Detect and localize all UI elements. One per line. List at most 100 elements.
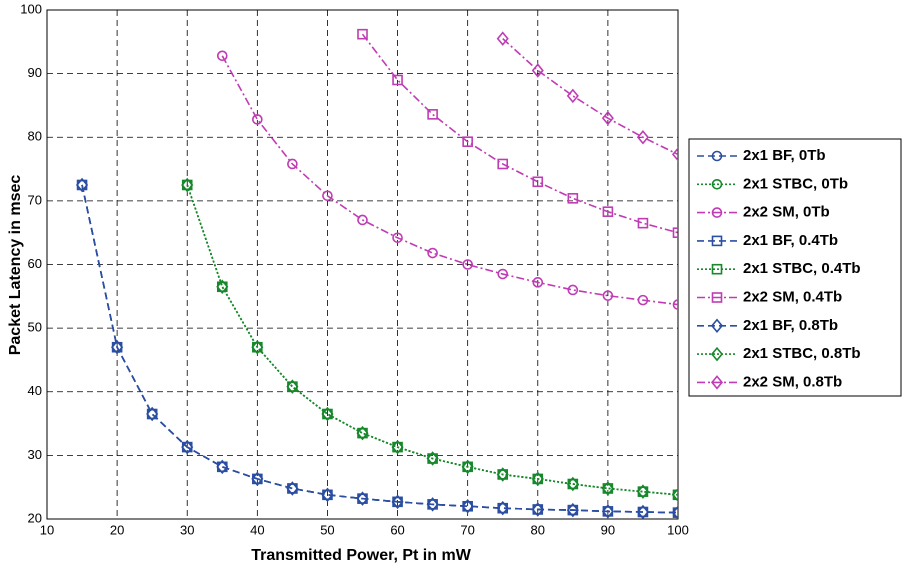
- legend-label: 2x1 BF, 0.8Tb: [743, 317, 838, 334]
- marker: [286, 379, 299, 394]
- series-line: [186, 184, 678, 496]
- marker: [532, 277, 544, 288]
- marker: [392, 74, 403, 86]
- marker: [672, 227, 678, 238]
- x-tick-label: 20: [110, 522, 124, 537]
- marker: [252, 114, 263, 125]
- marker: [391, 494, 404, 510]
- y-tick-label: 40: [28, 383, 42, 398]
- x-tick-label: 50: [320, 522, 334, 537]
- marker: [497, 268, 509, 280]
- marker: [671, 487, 678, 503]
- plot-series: [76, 28, 678, 519]
- legend-label: 2x2 SM, 0Tb: [743, 204, 830, 221]
- legend-label: 2x1 STBC, 0.4Tb: [743, 260, 861, 277]
- marker: [321, 406, 334, 422]
- marker: [601, 481, 614, 496]
- marker: [496, 467, 509, 482]
- marker: [710, 318, 724, 334]
- marker: [566, 476, 579, 492]
- marker: [287, 158, 298, 170]
- marker: [711, 263, 723, 275]
- legend-box: [688, 138, 902, 397]
- legend-label: 2x1 BF, 0.4Tb: [743, 232, 838, 249]
- marker: [601, 110, 614, 126]
- marker: [531, 502, 544, 517]
- marker: [531, 63, 544, 78]
- marker: [711, 179, 723, 190]
- marker: [391, 439, 404, 455]
- marker: [566, 88, 579, 104]
- legend-label: 2x1 STBC, 0Tb: [743, 175, 848, 192]
- marker: [497, 158, 509, 170]
- marker: [216, 279, 229, 295]
- x-tick-label: 90: [601, 522, 615, 537]
- marker: [426, 497, 439, 512]
- series-line: [81, 184, 678, 514]
- marker: [566, 502, 579, 518]
- x-tick-label: 30: [180, 522, 194, 537]
- marker: [322, 190, 333, 202]
- y-tick-label: 70: [28, 192, 42, 207]
- y-tick-label: 90: [28, 65, 42, 80]
- marker: [111, 339, 124, 355]
- marker: [181, 177, 194, 193]
- marker: [461, 499, 474, 514]
- marker: [426, 451, 439, 466]
- marker: [356, 491, 369, 506]
- marker: [461, 459, 474, 475]
- marker: [710, 375, 724, 390]
- marker: [601, 504, 614, 519]
- marker: [356, 425, 369, 441]
- marker: [251, 339, 264, 355]
- marker: [286, 481, 299, 496]
- series-line: [361, 33, 678, 234]
- marker: [636, 504, 649, 519]
- x-axis-label: Transmitted Power, Pt in mW: [251, 547, 471, 564]
- marker: [216, 50, 228, 62]
- marker: [602, 206, 614, 217]
- marker: [496, 500, 509, 516]
- x-tick-label: 40: [250, 522, 264, 537]
- marker: [146, 406, 159, 422]
- marker: [637, 294, 649, 306]
- legend-label: 2x2 SM, 0.4Tb: [743, 288, 842, 305]
- y-tick-label: 60: [28, 256, 42, 271]
- legend-label: 2x1 STBC, 0.8Tb: [743, 345, 861, 362]
- series-line: [186, 184, 678, 496]
- y-tick-label: 100: [20, 1, 42, 16]
- y-tick-label: 50: [28, 320, 42, 335]
- x-tick-label: 100: [667, 522, 689, 537]
- marker: [710, 346, 724, 362]
- marker: [711, 207, 723, 218]
- series-line: [81, 184, 678, 514]
- marker: [567, 193, 579, 204]
- marker: [637, 217, 649, 229]
- series-line: [81, 184, 678, 514]
- marker: [181, 439, 194, 455]
- series-line: [221, 55, 678, 306]
- series-line: [502, 38, 678, 156]
- marker: [671, 147, 678, 162]
- legend-label: 2x1 BF, 0Tb: [743, 147, 826, 164]
- x-tick-label: 10: [40, 522, 54, 537]
- marker: [672, 299, 678, 310]
- marker: [216, 459, 229, 475]
- marker: [427, 247, 438, 259]
- marker: [76, 177, 89, 193]
- series-line: [186, 184, 678, 496]
- marker: [496, 31, 509, 46]
- marker: [711, 235, 723, 247]
- x-tick-label: 60: [390, 522, 404, 537]
- legend-label: 2x2 SM, 0.8Tb: [743, 373, 842, 390]
- marker: [711, 292, 723, 303]
- marker: [711, 150, 723, 162]
- marker: [357, 214, 368, 226]
- plot-frame: [46, 9, 679, 520]
- marker: [251, 471, 264, 487]
- marker: [602, 290, 614, 301]
- marker: [531, 471, 544, 487]
- y-tick-label: 30: [28, 447, 42, 462]
- marker: [462, 136, 473, 148]
